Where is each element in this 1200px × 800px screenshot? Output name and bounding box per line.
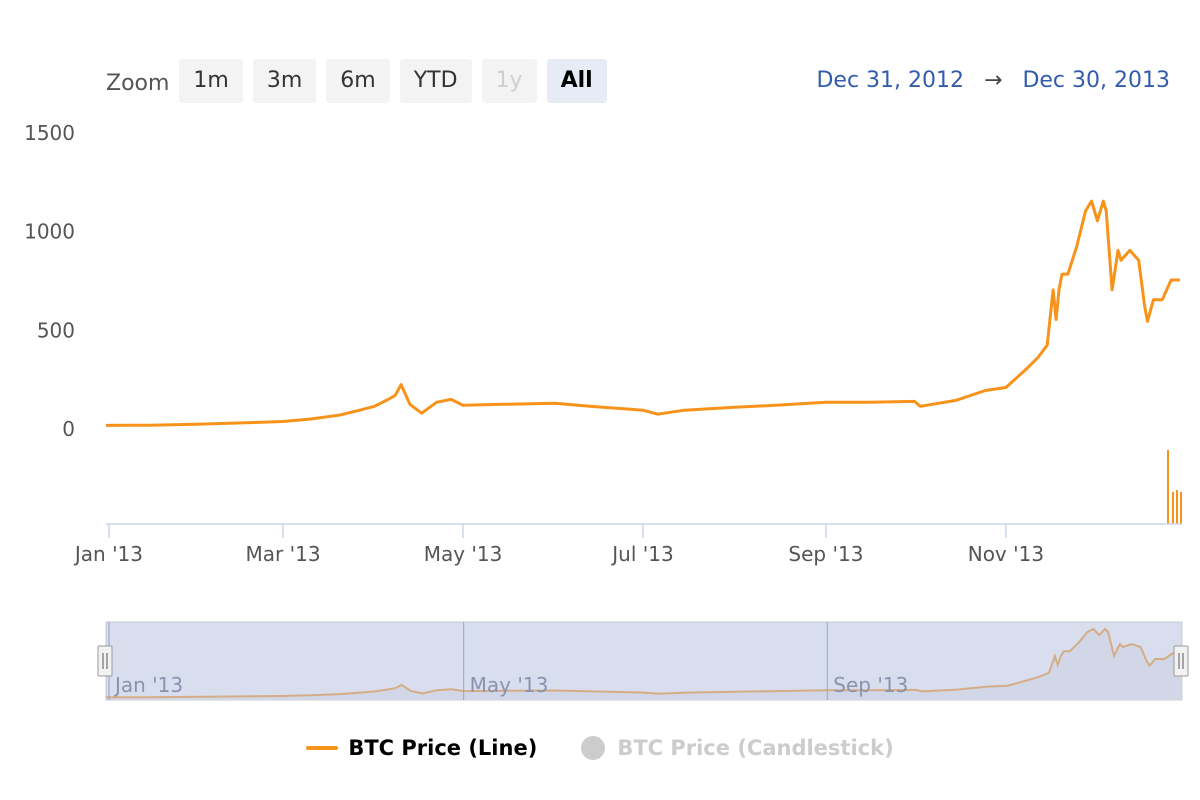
- range-from-date[interactable]: Dec 31, 2012: [816, 68, 965, 93]
- range-arrow: →: [984, 68, 1003, 93]
- x-tick-label: Mar '13: [246, 542, 321, 566]
- zoom-label: Zoom: [106, 70, 170, 96]
- x-axis-labels: Jan '13 Mar '13 May '13 Jul '13 Sep '13 Nov '…: [73, 524, 1044, 566]
- zoom-3m-button[interactable]: 3m: [252, 59, 317, 103]
- x-tick-label: Sep '13: [788, 542, 863, 566]
- zoom-1m-button[interactable]: 1m: [179, 59, 243, 103]
- candlestick-series-symbol: [581, 736, 606, 760]
- y-axis-labels: 0 500 1000 1500: [24, 121, 75, 441]
- zoom-1y-button: 1y: [481, 59, 537, 103]
- range-to-date[interactable]: Dec 30, 2013: [1022, 68, 1170, 93]
- line-series-symbol: [306, 746, 339, 750]
- x-tick-label: May '13: [424, 542, 503, 566]
- legend-item-candlestick[interactable]: BTC Price (Candlestick): [581, 736, 894, 760]
- date-range: Dec 31, 2012 → Dec 30, 2013: [816, 59, 1170, 103]
- navigator-tick-label: Jan '13: [113, 673, 183, 697]
- y-tick-label: 1500: [24, 121, 75, 145]
- navigator-tick-label: May '13: [470, 673, 549, 697]
- y-tick-label: 0: [62, 417, 75, 441]
- y-tick-label: 500: [37, 318, 75, 342]
- volume-bar: [1176, 490, 1178, 524]
- volume-bar: [1167, 450, 1169, 524]
- legend-candlestick-label: BTC Price (Candlestick): [617, 736, 894, 760]
- price-chart[interactable]: 0 500 1000 1500 Jan '13 Mar '13 May '13 Jul '1…: [0, 0, 1200, 720]
- x-tick-label: Nov '13: [968, 542, 1044, 566]
- navigator[interactable]: Jan '13 May '13 Sep '13: [97, 621, 1189, 701]
- volume-bar: [1172, 492, 1174, 524]
- volume-bars: [1167, 450, 1182, 524]
- volume-bar: [1180, 492, 1182, 524]
- zoom-all-button[interactable]: All: [546, 59, 607, 103]
- price-series[interactable]: [105, 199, 1180, 427]
- chart-legend: BTC Price (Line) BTC Price (Candlestick): [0, 730, 1200, 766]
- legend-item-line[interactable]: BTC Price (Line): [306, 736, 537, 760]
- x-tick-label: Jan '13: [73, 542, 143, 566]
- zoom-6m-button[interactable]: 6m: [326, 59, 390, 103]
- legend-line-label: BTC Price (Line): [348, 736, 538, 760]
- zoom-selector: Zoom 1m 3m 6m YTD 1y All: [106, 59, 617, 103]
- navigator-selection-mask[interactable]: [106, 622, 1182, 700]
- y-tick-label: 1000: [24, 220, 75, 244]
- zoom-ytd-button[interactable]: YTD: [399, 59, 472, 103]
- navigator-tick-label: Sep '13: [833, 673, 908, 697]
- btc-price-line[interactable]: [105, 199, 1180, 427]
- navigator-left-handle[interactable]: [97, 645, 113, 677]
- navigator-right-handle[interactable]: [1173, 645, 1189, 677]
- navigator-grid: Jan '13 May '13 Sep '13: [108, 622, 908, 700]
- x-tick-label: Jul '13: [610, 542, 673, 566]
